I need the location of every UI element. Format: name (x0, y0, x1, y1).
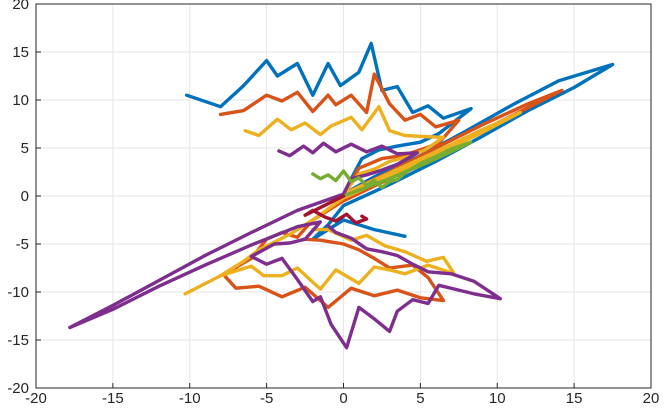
x-tick-label: 15 (566, 390, 583, 407)
y-tick-label: -10 (7, 284, 29, 301)
x-tick-label: -20 (25, 390, 47, 407)
y-tick-label: -20 (7, 380, 29, 397)
x-tick-label: -10 (179, 390, 201, 407)
x-axis-ticks: -20 -15 -10 -5 0 5 10 15 20 (25, 383, 659, 407)
y-tick-label: 15 (12, 44, 29, 61)
series-line-6 (303, 194, 369, 225)
series-line-1 (185, 41, 615, 241)
x-tick-label: 5 (416, 390, 424, 407)
x-tick-label: 20 (643, 390, 660, 407)
y-axis-ticks: -20 -15 -10 -5 0 5 10 15 20 (7, 0, 41, 397)
y-tick-label: 0 (21, 188, 29, 205)
y-tick-label: 10 (12, 92, 29, 109)
y-tick-label: -15 (7, 332, 29, 349)
x-tick-label: -15 (102, 390, 124, 407)
y-tick-label: -5 (16, 236, 29, 253)
series-group (68, 41, 615, 350)
series-line-5 (311, 140, 473, 198)
y-tick-label: 20 (12, 0, 29, 13)
x-tick-label: 0 (339, 390, 347, 407)
series-line-2 (218, 72, 564, 310)
x-tick-label: -5 (260, 390, 273, 407)
x-tick-label: 10 (489, 390, 506, 407)
series-line-4 (68, 141, 502, 350)
series-line-3 (183, 105, 522, 296)
y-tick-label: 5 (21, 140, 29, 157)
